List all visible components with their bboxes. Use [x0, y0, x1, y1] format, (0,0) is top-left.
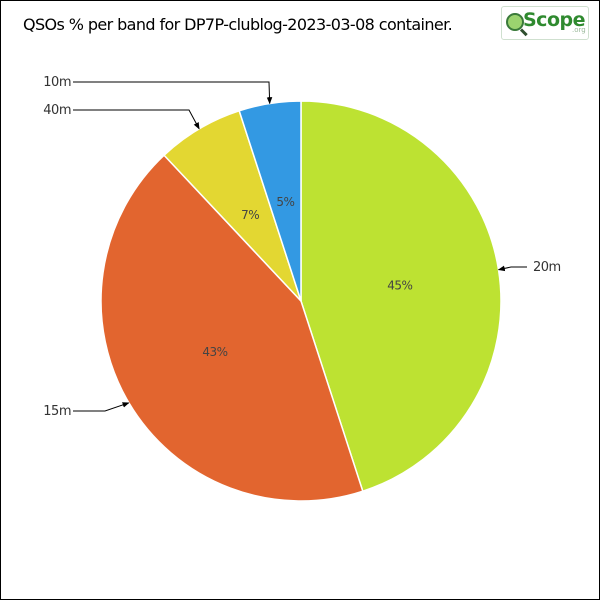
- callout-arrow-20m: [497, 265, 527, 272]
- slice-value-label: 45%: [387, 278, 412, 292]
- band-label-15m: 15m: [43, 404, 71, 419]
- band-label-40m: 40m: [43, 103, 71, 118]
- slice-value-label: 43%: [202, 345, 227, 359]
- qscope-logo[interactable]: Scope .org: [501, 6, 589, 40]
- callout-arrow-10m: [73, 81, 273, 105]
- chart-title: QSOs % per band for DP7P-clublog-2023-03…: [23, 15, 453, 34]
- band-label-20m: 20m: [533, 260, 561, 275]
- band-label-10m: 10m: [43, 75, 71, 90]
- slice-value-label: 7%: [241, 208, 259, 222]
- magnifier-globe-icon: [506, 13, 524, 31]
- logo-suffix: .org: [572, 26, 586, 34]
- callout-arrow-40m: [73, 109, 200, 130]
- callout-arrow-15m: [73, 402, 130, 412]
- slice-value-label: 5%: [276, 195, 294, 209]
- logo-text: Scope: [523, 9, 586, 31]
